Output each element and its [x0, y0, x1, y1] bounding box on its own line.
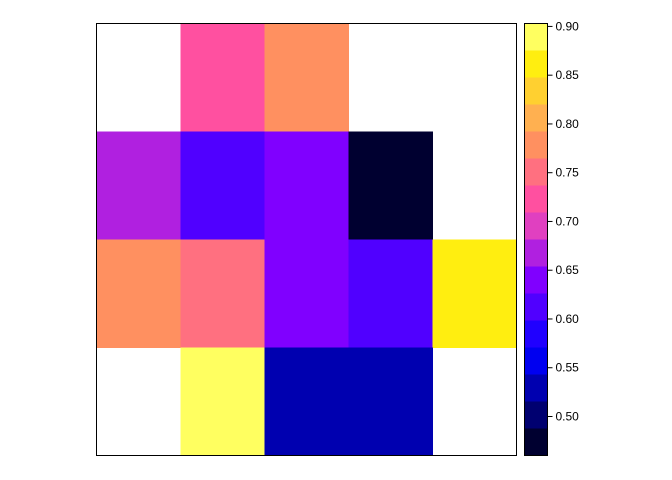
legend-tick-label: 0.55 [556, 361, 580, 375]
legend-color-bin [524, 131, 548, 159]
legend-tick-label: 0.75 [556, 166, 580, 180]
heatmap-cell [264, 347, 349, 456]
heatmap-cell [348, 131, 433, 240]
plot-frame [96, 23, 517, 456]
legend-tick-label: 0.80 [556, 117, 580, 131]
heatmap-cell [432, 239, 517, 348]
legend-color-bin [524, 77, 548, 105]
legend-tick-label: 0.70 [556, 214, 580, 228]
legend-tick-label: 0.85 [556, 68, 580, 82]
legend-color-bin [524, 212, 548, 240]
legend-color-bin [524, 401, 548, 429]
heatmap-cell [96, 131, 181, 240]
legend-tick-label: 0.60 [556, 312, 580, 326]
legend-color-bin [524, 50, 548, 78]
legend-color-bin [524, 347, 548, 375]
heatmap-cells [96, 23, 517, 456]
heatmap-cell [180, 23, 265, 132]
heatmap-cell [180, 347, 265, 456]
heatmap-cell [264, 23, 349, 132]
legend-tick-label: 0.90 [556, 19, 580, 33]
legend-color-bin [524, 23, 548, 51]
legend-color-bin [524, 185, 548, 213]
color-legend: 0.50 0.55 0.60 0.65 0.70 0.75 0.80 0.85 0.90 [524, 19, 580, 456]
heatmap-cell [180, 131, 265, 240]
legend-color-bin [524, 428, 548, 456]
heatmap-cell [180, 239, 265, 348]
legend-color-bin [524, 374, 548, 402]
heatmap-cell [348, 239, 433, 348]
legend-tick-label: 0.65 [556, 263, 580, 277]
legend-color-bin [524, 293, 548, 321]
legend-tick-label: 0.50 [556, 409, 580, 423]
heatmap-cell [264, 131, 349, 240]
legend-frame [524, 23, 548, 456]
legend-color-bin [524, 158, 548, 186]
heatmap-cell [264, 239, 349, 348]
legend-color-bin [524, 239, 548, 267]
legend-color-bin [524, 320, 548, 348]
heatmap-cell [96, 239, 181, 348]
legend-color-bin [524, 266, 548, 294]
legend-color-bin [524, 104, 548, 132]
heatmap-cell [348, 347, 433, 456]
